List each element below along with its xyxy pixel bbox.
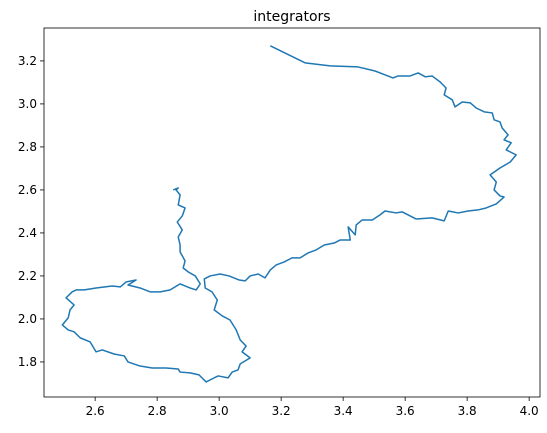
y-tick-label: 2.8: [18, 140, 37, 154]
x-tick-label: 3.8: [458, 404, 477, 418]
y-tick-label: 3.2: [18, 54, 37, 68]
x-tick-label: 4.0: [520, 404, 539, 418]
line-series: [61, 45, 517, 383]
y-tick-label: 2.2: [18, 269, 37, 283]
y-tick-label: 2.0: [18, 312, 37, 326]
x-tick-label: 3.4: [334, 404, 353, 418]
x-tick-label: 3.2: [272, 404, 291, 418]
x-tick-label: 3.6: [396, 404, 415, 418]
plot-area: [44, 28, 540, 397]
axes-frame: [43, 27, 541, 398]
y-tick-label: 2.4: [18, 226, 37, 240]
y-tick-label: 1.8: [18, 355, 37, 369]
y-tick-label: 2.6: [18, 183, 37, 197]
x-tick-label: 2.8: [148, 404, 167, 418]
chart-title: integrators: [253, 9, 330, 25]
x-tick-label: 2.6: [86, 404, 105, 418]
y-tick-label: 3.0: [18, 97, 37, 111]
x-tick-label: 3.0: [210, 404, 229, 418]
